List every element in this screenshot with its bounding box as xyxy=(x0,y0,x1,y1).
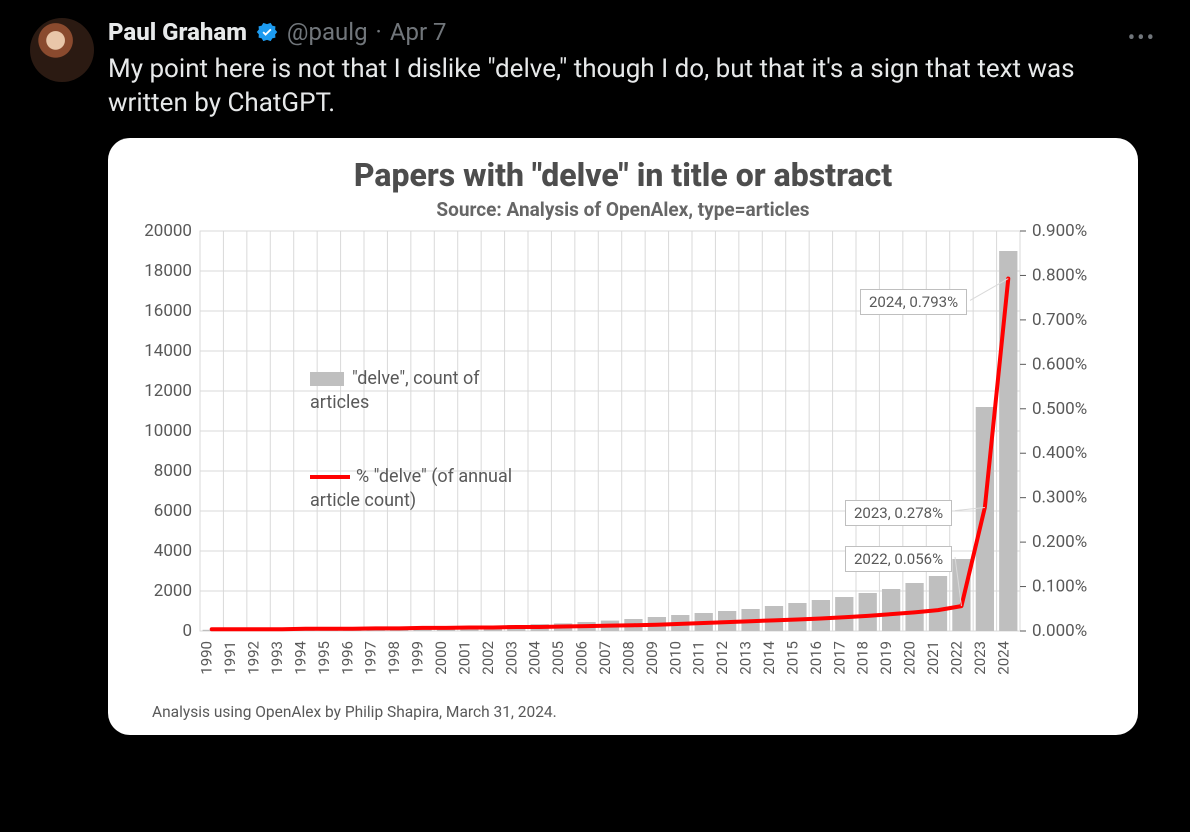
x-tick-label: 2002 xyxy=(479,641,497,675)
x-tick-label: 1993 xyxy=(268,641,286,675)
callout-label: 2023, 0.278% xyxy=(845,500,952,526)
tweet-container: Paul Graham @paulg · Apr 7 ••• My point … xyxy=(0,0,1190,753)
legend-line-label: % "delve" (of annual article count) xyxy=(310,466,512,511)
x-tick-label: 2019 xyxy=(877,641,895,675)
x-tick-label: 2018 xyxy=(854,641,872,675)
x-tick-label: 2022 xyxy=(947,641,965,675)
x-tick-label: 2008 xyxy=(619,641,637,675)
y-right-tick-label: 0.200% xyxy=(1032,532,1087,552)
x-tick-label: 1998 xyxy=(385,641,403,675)
y-right-tick-label: 0.000% xyxy=(1032,621,1087,641)
y-right-tick-label: 0.500% xyxy=(1032,399,1087,419)
x-tick-label: 2021 xyxy=(924,641,942,675)
y-left-tick-label: 0 xyxy=(182,621,192,641)
y-left-tick-label: 12000 xyxy=(144,381,192,401)
y-right-tick-label: 0.900% xyxy=(1032,221,1087,241)
x-tick-label: 1995 xyxy=(315,641,333,675)
x-tick-label: 2017 xyxy=(830,641,848,675)
y-right-tick-label: 0.100% xyxy=(1032,577,1087,597)
legend-bar: "delve", count of articles xyxy=(310,367,520,415)
bar xyxy=(788,603,806,631)
legend-bar-swatch-icon xyxy=(310,372,344,386)
y-left-tick-label: 20000 xyxy=(144,221,192,241)
x-tick-label: 2005 xyxy=(549,641,567,675)
verified-badge-icon xyxy=(255,20,279,44)
callout-label: 2024, 0.793% xyxy=(860,289,967,315)
tweet-body: Paul Graham @paulg · Apr 7 ••• My point … xyxy=(108,18,1160,735)
x-tick-label: 2006 xyxy=(573,641,591,675)
y-left-tick-label: 18000 xyxy=(144,261,192,281)
chart-footer: Analysis using OpenAlex by Philip Shapir… xyxy=(152,703,1122,721)
embedded-chart-card[interactable]: Papers with "delve" in title or abstract… xyxy=(108,138,1138,735)
x-tick-label: 2011 xyxy=(690,641,708,675)
tweet-date[interactable]: Apr 7 xyxy=(390,18,447,46)
chart-subtitle: Source: Analysis of OpenAlex, type=artic… xyxy=(124,198,1122,221)
y-right-tick-label: 0.300% xyxy=(1032,488,1087,508)
x-tick-label: 2003 xyxy=(502,641,520,675)
bar xyxy=(952,559,970,631)
x-tick-label: 2001 xyxy=(455,641,473,675)
x-tick-label: 2013 xyxy=(737,641,755,675)
chart-plot-area: 0 2000 4000 6000 8000 10000 12000 14000 16000 180… xyxy=(124,221,1116,693)
legend-line: % "delve" (of annual article count) xyxy=(310,465,540,513)
legend-line-swatch-icon xyxy=(310,475,350,479)
x-tick-label: 1996 xyxy=(338,641,356,675)
x-tick-label: 1994 xyxy=(291,640,309,674)
x-tick-label: 2020 xyxy=(901,641,919,675)
x-tick-label: 2007 xyxy=(596,641,614,675)
x-tick-label: 1990 xyxy=(198,641,216,675)
x-tick-label: 2004 xyxy=(526,640,544,674)
x-tick-label: 2016 xyxy=(807,641,825,675)
x-tick-label: 1997 xyxy=(362,641,380,675)
handle[interactable]: @paulg xyxy=(287,18,368,46)
y-left-tick-label: 6000 xyxy=(154,501,192,521)
separator-dot: · xyxy=(376,18,382,46)
avatar[interactable] xyxy=(30,18,94,82)
bar xyxy=(905,583,923,631)
y-left-tick-label: 10000 xyxy=(144,421,192,441)
display-name[interactable]: Paul Graham xyxy=(108,18,247,46)
bar xyxy=(882,589,900,631)
x-tick-label: 1992 xyxy=(245,641,263,675)
bar xyxy=(835,597,853,631)
y-right-tick-label: 0.400% xyxy=(1032,443,1087,463)
x-tick-label: 1991 xyxy=(221,641,239,675)
y-left-tick-label: 4000 xyxy=(154,541,192,561)
y-left-tick-label: 2000 xyxy=(154,581,192,601)
y-left-tick-label: 16000 xyxy=(144,301,192,321)
chart-title: Papers with "delve" in title or abstract xyxy=(124,156,1122,194)
tweet-header: Paul Graham @paulg · Apr 7 xyxy=(108,18,1160,46)
bar xyxy=(929,576,947,631)
y-left-tick-label: 8000 xyxy=(154,461,192,481)
x-tick-label: 2000 xyxy=(432,641,450,675)
y-right-tick-label: 0.700% xyxy=(1032,310,1087,330)
bar xyxy=(812,600,830,631)
y-right-tick-label: 0.600% xyxy=(1032,354,1087,374)
x-tick-label: 1999 xyxy=(409,641,427,675)
tweet-text: My point here is not that I dislike "del… xyxy=(108,52,1148,120)
x-tick-label: 2010 xyxy=(666,641,684,675)
y-left-tick-label: 14000 xyxy=(144,341,192,361)
y-right-tick-label: 0.800% xyxy=(1032,265,1087,285)
x-tick-label: 2014 xyxy=(760,640,778,674)
bar xyxy=(859,593,877,631)
bar xyxy=(999,251,1017,631)
x-tick-label: 2024 xyxy=(994,640,1012,674)
x-tick-label: 2012 xyxy=(713,641,731,675)
chart-svg: 0 2000 4000 6000 8000 10000 12000 14000 16000 180… xyxy=(124,221,1116,693)
x-tick-label: 2009 xyxy=(643,641,661,675)
x-tick-label: 2023 xyxy=(971,641,989,675)
x-tick-label: 2015 xyxy=(783,641,801,675)
callout-label: 2022, 0.056% xyxy=(845,546,952,572)
more-options-icon[interactable]: ••• xyxy=(1128,26,1156,51)
